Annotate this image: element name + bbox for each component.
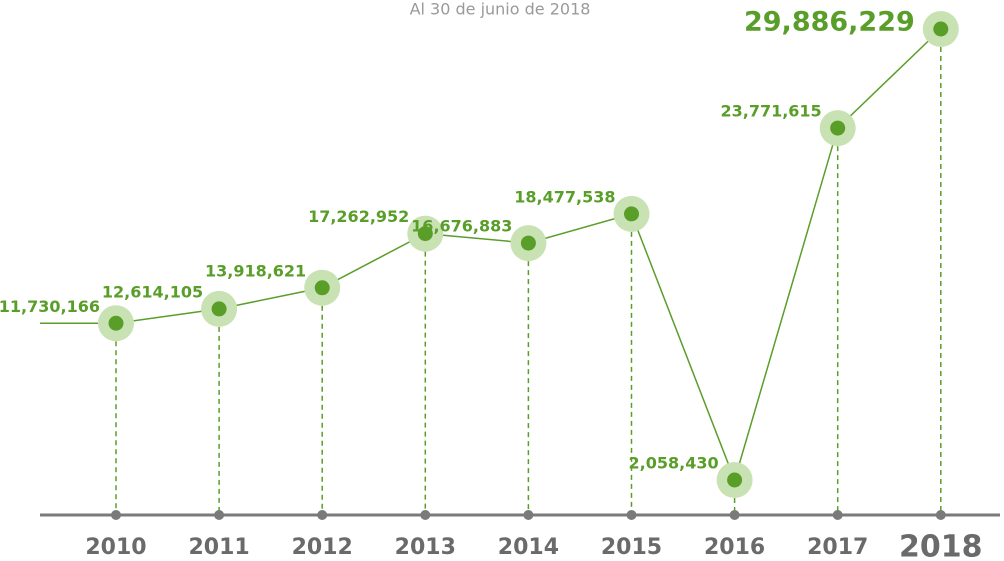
axis-dot xyxy=(935,510,946,520)
x-tick-label: 2013 xyxy=(395,535,456,560)
point xyxy=(933,21,949,37)
point xyxy=(314,280,330,296)
axis-dot xyxy=(523,510,534,520)
axis-dot xyxy=(317,510,328,520)
x-tick-label: 2014 xyxy=(498,535,559,560)
x-tick-label: 2010 xyxy=(85,535,146,560)
x-tick-label: 2017 xyxy=(807,535,868,560)
value-label: 23,771,615 xyxy=(720,102,821,121)
axis-dot xyxy=(832,510,843,520)
point xyxy=(830,120,846,136)
point xyxy=(624,206,639,222)
point xyxy=(211,301,227,317)
axis-dot xyxy=(729,510,740,520)
value-label: 13,918,621 xyxy=(205,261,306,280)
point xyxy=(417,226,433,242)
chart-subtitle: Al 30 de junio de 2018 xyxy=(410,0,591,19)
point xyxy=(520,235,536,251)
value-label: 17,262,952 xyxy=(308,207,409,226)
value-label: 18,477,538 xyxy=(514,187,615,206)
axis-dot xyxy=(420,510,431,520)
axis-dot xyxy=(111,510,121,520)
axis-dot xyxy=(626,510,637,520)
value-label: 29,886,229 xyxy=(744,7,915,38)
value-label: 2,058,430 xyxy=(629,454,719,473)
point xyxy=(727,472,743,488)
value-label: 11,730,166 xyxy=(0,297,100,316)
x-tick-label: 2016 xyxy=(704,535,765,560)
x-tick-label: 2012 xyxy=(292,535,353,560)
x-tick-label: 2015 xyxy=(601,535,662,560)
value-label: 16,676,883 xyxy=(411,217,512,236)
x-tick-label: 2018 xyxy=(899,530,983,561)
point xyxy=(108,315,124,331)
value-label: 12,614,105 xyxy=(102,282,203,301)
x-tick-label: 2011 xyxy=(188,535,249,560)
axis-dot xyxy=(214,510,225,520)
